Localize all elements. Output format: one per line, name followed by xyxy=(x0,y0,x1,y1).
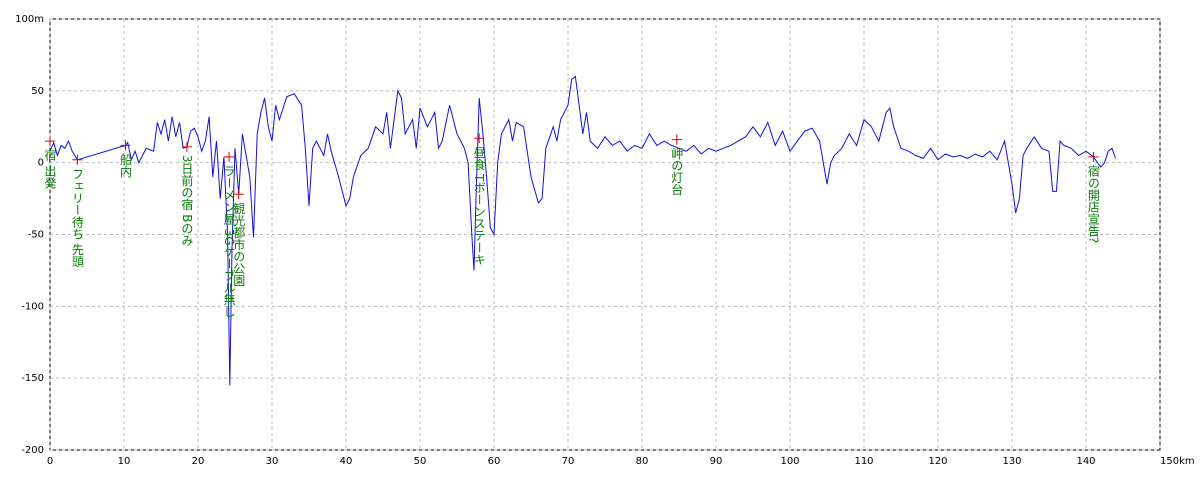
waypoint-marker xyxy=(45,136,55,147)
waypoint-marker xyxy=(1088,151,1099,162)
waypoint-label: 船内 xyxy=(118,153,132,177)
waypoint-marker xyxy=(120,140,131,151)
x-tick-label: 40 xyxy=(340,456,353,467)
x-tick-label: 130 xyxy=(1002,456,1021,467)
y-tick-label: 100m xyxy=(15,14,44,25)
waypoint-marker xyxy=(233,189,244,200)
x-tick-label: 120 xyxy=(928,456,947,467)
x-tick-label: 30 xyxy=(266,456,279,467)
x-tick-label: 150km xyxy=(1160,456,1195,467)
waypoint-label: フェリー待ち 先頭 xyxy=(70,168,84,268)
y-tick-label: -200 xyxy=(21,445,44,456)
x-tick-label: 90 xyxy=(710,456,723,467)
y-tick-label: -150 xyxy=(21,373,44,384)
waypoint-label: 岬の灯台 xyxy=(670,147,684,195)
x-tick-label: 0 xyxy=(47,456,53,467)
x-tick-label: 80 xyxy=(636,456,649,467)
x-tick-label: 140 xyxy=(1076,456,1095,467)
waypoint-marker xyxy=(671,134,682,145)
waypoint-label: 観光都市の公園 xyxy=(232,202,246,286)
waypoint-marker xyxy=(224,151,235,162)
waypoint-marker xyxy=(181,141,192,152)
waypoint-marker xyxy=(72,154,83,165)
waypoint-marker xyxy=(474,133,485,144)
x-tick-label: 50 xyxy=(414,456,427,467)
y-tick-label: 50 xyxy=(31,86,44,97)
x-tick-label: 70 xyxy=(562,456,575,467)
y-tick-label: 0 xyxy=(38,158,44,169)
x-tick-label: 60 xyxy=(488,456,501,467)
y-tick-label: -100 xyxy=(21,301,44,312)
waypoint-label: ラーメン屋 3Gケーブル無し xyxy=(222,165,236,318)
elevation-line xyxy=(49,75,1117,386)
waypoint-label: 宿の開店宣告? xyxy=(1086,163,1100,243)
x-tick-label: 10 xyxy=(118,456,131,467)
x-tick-label: 20 xyxy=(192,456,205,467)
x-tick-label: 100 xyxy=(780,456,799,467)
waypoint-label: 3日前の宿 Bのみ xyxy=(180,155,194,247)
x-tick-label: 110 xyxy=(854,456,873,467)
waypoint-label: 昼食 Tボーンステーキ xyxy=(472,146,486,266)
y-tick-label: -50 xyxy=(28,230,44,241)
waypoint-label: 宿 出発 xyxy=(43,148,57,189)
